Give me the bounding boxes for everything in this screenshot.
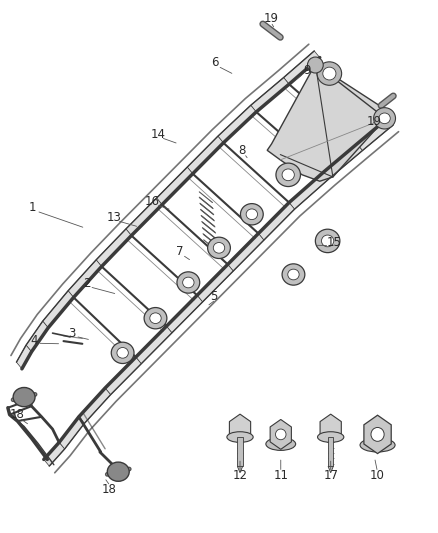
Polygon shape	[267, 64, 385, 181]
Polygon shape	[26, 321, 48, 352]
Text: 14: 14	[150, 128, 165, 141]
Ellipse shape	[321, 235, 334, 247]
Ellipse shape	[246, 209, 258, 220]
Ellipse shape	[315, 229, 340, 253]
Ellipse shape	[177, 272, 200, 293]
Text: 11: 11	[273, 469, 288, 482]
Polygon shape	[166, 295, 202, 333]
Text: 4: 4	[30, 334, 38, 346]
Ellipse shape	[276, 163, 300, 187]
Ellipse shape	[317, 62, 342, 85]
Text: 8: 8	[238, 144, 245, 157]
Ellipse shape	[307, 57, 323, 73]
Ellipse shape	[318, 432, 344, 442]
Ellipse shape	[150, 313, 161, 324]
Polygon shape	[228, 233, 264, 271]
Polygon shape	[328, 437, 333, 466]
Polygon shape	[197, 264, 233, 302]
Text: 9: 9	[303, 64, 311, 77]
Ellipse shape	[360, 438, 395, 452]
Ellipse shape	[13, 387, 35, 407]
Ellipse shape	[282, 264, 305, 285]
Text: 19: 19	[263, 12, 278, 25]
Ellipse shape	[144, 308, 167, 329]
Polygon shape	[270, 419, 291, 449]
Ellipse shape	[213, 243, 225, 253]
Polygon shape	[187, 136, 223, 174]
Polygon shape	[320, 414, 341, 444]
Polygon shape	[218, 106, 256, 143]
Polygon shape	[68, 260, 102, 297]
Ellipse shape	[374, 108, 396, 129]
Polygon shape	[328, 466, 333, 473]
Ellipse shape	[117, 348, 128, 358]
Ellipse shape	[276, 429, 286, 440]
Text: 19: 19	[367, 115, 382, 128]
Ellipse shape	[183, 277, 194, 288]
Text: 18: 18	[9, 408, 24, 421]
Ellipse shape	[240, 204, 263, 225]
Polygon shape	[17, 345, 32, 369]
Text: 6: 6	[211, 56, 219, 69]
Text: 18: 18	[101, 483, 116, 496]
Ellipse shape	[227, 432, 253, 442]
Polygon shape	[258, 203, 294, 240]
Text: 1: 1	[29, 201, 37, 214]
Polygon shape	[357, 118, 393, 150]
Ellipse shape	[107, 462, 129, 481]
Polygon shape	[59, 417, 84, 449]
Ellipse shape	[111, 342, 134, 364]
Polygon shape	[156, 167, 193, 205]
Text: 16: 16	[145, 195, 160, 208]
Ellipse shape	[282, 169, 294, 181]
Text: 13: 13	[106, 211, 121, 224]
Polygon shape	[230, 414, 251, 444]
Text: 15: 15	[326, 236, 341, 249]
Polygon shape	[96, 229, 131, 266]
Polygon shape	[42, 291, 74, 328]
Text: 17: 17	[323, 469, 338, 482]
Polygon shape	[105, 357, 141, 394]
Polygon shape	[251, 78, 289, 112]
Polygon shape	[324, 144, 362, 178]
Polygon shape	[44, 442, 65, 466]
Text: 12: 12	[233, 469, 247, 482]
Polygon shape	[237, 437, 243, 466]
Polygon shape	[126, 198, 162, 236]
Ellipse shape	[266, 438, 296, 450]
Text: 2: 2	[83, 277, 91, 290]
Ellipse shape	[208, 237, 230, 259]
Polygon shape	[284, 51, 320, 84]
Text: 7: 7	[176, 245, 184, 258]
Polygon shape	[136, 326, 172, 364]
Polygon shape	[79, 388, 110, 423]
Text: 3: 3	[69, 327, 76, 340]
Polygon shape	[289, 172, 329, 209]
Ellipse shape	[288, 269, 299, 280]
Ellipse shape	[371, 427, 384, 441]
Ellipse shape	[379, 113, 390, 124]
Text: 10: 10	[370, 469, 385, 482]
Ellipse shape	[323, 67, 336, 80]
Polygon shape	[237, 466, 243, 473]
Text: 5: 5	[210, 290, 217, 303]
Polygon shape	[364, 415, 391, 454]
